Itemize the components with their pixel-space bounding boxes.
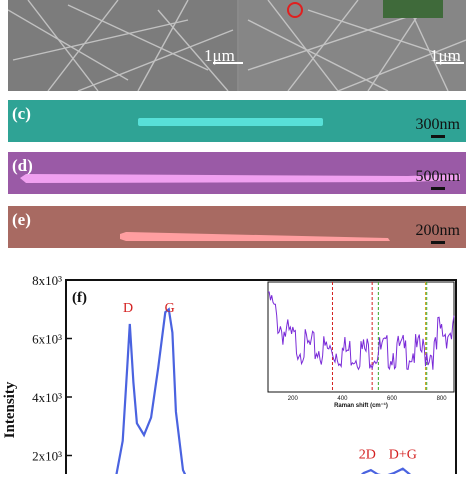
panel-d-scale-text: 500nm (415, 168, 460, 185)
panel-e: (e) 200nm (8, 206, 466, 248)
panel-c-label: (c) (12, 104, 31, 123)
panel-f-label: (f) (72, 290, 87, 306)
nanowire-c (138, 118, 323, 126)
inset-x-tick-label: 200 (288, 396, 299, 402)
plot-frame (65, 279, 457, 479)
inset-frame (267, 281, 455, 393)
y-tick-label: 8x10³ (32, 273, 62, 288)
y-axis-label: Intensity (2, 381, 18, 438)
sem-right-scale: 1μm (430, 46, 461, 65)
series-line-0 (112, 307, 189, 479)
sem-image-panels: 1μm 1μm (8, 0, 466, 91)
nanowire-e (120, 232, 390, 241)
panel-d: (d) 500nm (8, 152, 466, 194)
inset-x-tick-label: 600 (387, 396, 398, 402)
panel-e-scale-text: 200nm (415, 222, 460, 239)
raman-chart-svg: 8x10³ 6x10³ 4x10³ 2x10³ Intensity (f) D G 2D D+G 2… (2, 273, 457, 479)
peak-label: D (123, 301, 133, 316)
y-tick-label: 4x10³ (32, 390, 62, 405)
panel-c-scale-text: 300nm (415, 116, 460, 133)
peak-label: G (165, 301, 175, 316)
nanowire-d (20, 174, 460, 183)
nanowire-texture (8, 0, 466, 91)
y-tick-label: 6x10³ (32, 332, 62, 347)
peak-label: D+G (389, 447, 417, 462)
sem-left-scale: 1μm (204, 46, 235, 65)
inset-spectrum (268, 291, 455, 371)
panel-d-label: (d) (12, 156, 33, 175)
inset-x-axis-label: Raman shift (cm⁻¹) (334, 402, 388, 409)
inset-x-tick-label: 800 (437, 396, 448, 402)
panel-d-scale: 500nm (416, 168, 460, 190)
sem-image-left (8, 0, 237, 91)
panel-c-scale: 300nm (416, 116, 460, 138)
series-line-1 (354, 467, 417, 479)
panel-c: (c) 300nm (8, 100, 466, 142)
peak-label: 2D (359, 447, 376, 462)
inset-x-tick-label: 400 (337, 396, 348, 402)
y-tick-label: 2x10³ (32, 449, 62, 464)
raman-chart: 8x10³ 6x10³ 4x10³ 2x10³ Intensity (f) D G 2D D+G 2… (0, 270, 474, 479)
panel-e-label: (e) (12, 210, 31, 229)
panel-e-scale: 200nm (416, 222, 460, 244)
